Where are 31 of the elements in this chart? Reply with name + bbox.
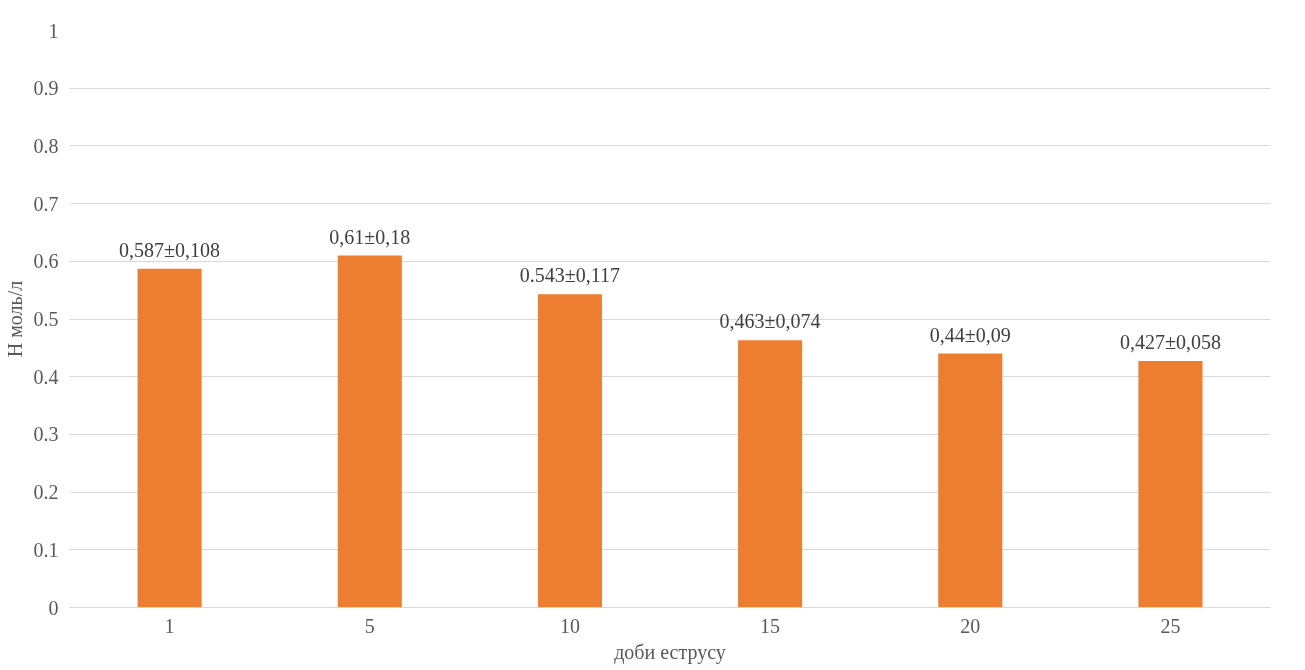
y-tick-label: 0.2 <box>33 481 59 504</box>
y-tick-label: 0 <box>48 596 59 619</box>
y-tick-label: 0.6 <box>33 250 59 273</box>
data-label: 0,44±0,09 <box>929 323 1011 346</box>
data-label: 0,463±0,074 <box>719 310 821 333</box>
y-tick-label: 0.3 <box>33 423 59 446</box>
x-tick-label: 5 <box>364 614 375 637</box>
bar <box>738 340 803 608</box>
bar <box>537 294 602 608</box>
y-tick-label: 0.7 <box>33 192 59 215</box>
y-axis-title: Н моль/л <box>3 280 26 358</box>
data-label: 0.543±0,117 <box>519 264 621 287</box>
y-tick-label: 0.5 <box>33 308 59 330</box>
data-label: 0,427±0,058 <box>1119 331 1221 354</box>
y-tick-label: 1 <box>48 19 59 42</box>
x-tick-label: 15 <box>760 614 781 637</box>
x-tick-label: 25 <box>1160 614 1181 637</box>
y-tick-label: 0.1 <box>33 538 59 561</box>
y-tick-label: 0.4 <box>33 365 59 388</box>
x-tick-label: 1 <box>164 614 175 637</box>
bar <box>337 255 402 608</box>
data-label: 0,587±0,108 <box>119 238 221 261</box>
data-label: 0,61±0,18 <box>329 225 411 248</box>
bar <box>938 353 1003 608</box>
x-tick-label: 20 <box>960 614 981 637</box>
x-tick-label: 10 <box>559 614 580 637</box>
x-axis-title: доби еструсу <box>614 640 726 664</box>
y-tick-label: 0.8 <box>33 134 59 157</box>
bar <box>1138 361 1203 608</box>
bar <box>137 268 202 608</box>
y-tick-label: 0.9 <box>33 77 59 100</box>
